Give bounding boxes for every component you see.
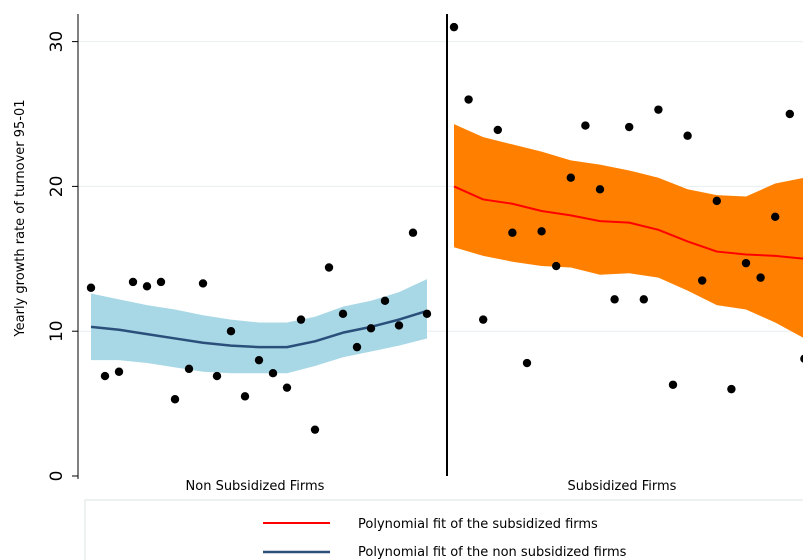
- group-label-subsidized: Subsidized Firms: [568, 479, 677, 494]
- confidence-band-non-subsidized: [91, 279, 427, 374]
- data-points: [86, 22, 803, 434]
- data-point-subsidized: [610, 295, 619, 304]
- data-point-subsidized: [581, 121, 590, 130]
- data-point-subsidized: [552, 261, 561, 271]
- data-point-subsidized: [625, 122, 634, 132]
- data-point-subsidized: [741, 258, 751, 268]
- legend-label-non-subsidized: Polynomial fit of the non subsidized fir…: [358, 545, 627, 560]
- data-point-non-subsidized: [254, 355, 264, 365]
- data-point-subsidized: [639, 295, 648, 304]
- data-point-subsidized: [449, 22, 459, 32]
- data-point-subsidized: [727, 384, 736, 394]
- y-tick-label: 30: [47, 31, 67, 53]
- data-point-subsidized: [800, 354, 803, 363]
- group-label-non-subsidized: Non Subsidized Firms: [186, 479, 325, 494]
- data-point-subsidized: [698, 276, 707, 285]
- data-point-subsidized: [771, 212, 780, 222]
- data-point-subsidized: [683, 131, 692, 140]
- data-point-subsidized: [595, 185, 605, 194]
- data-point-subsidized: [712, 196, 721, 206]
- data-point-subsidized: [464, 95, 473, 104]
- data-point-non-subsidized: [114, 367, 124, 376]
- data-point-subsidized: [756, 273, 765, 282]
- data-point-non-subsidized: [310, 425, 320, 434]
- data-point-non-subsidized: [198, 279, 208, 288]
- data-point-subsidized: [668, 380, 678, 389]
- y-tick-label: 20: [47, 176, 67, 198]
- data-point-non-subsidized: [142, 282, 152, 291]
- data-point-non-subsidized: [226, 327, 236, 336]
- data-point-non-subsidized: [296, 315, 306, 324]
- data-point-subsidized: [566, 173, 575, 182]
- data-point-non-subsidized: [100, 371, 110, 381]
- data-point-non-subsidized: [212, 371, 222, 381]
- data-point-subsidized: [522, 358, 532, 368]
- data-point-non-subsidized: [128, 277, 138, 287]
- data-point-non-subsidized: [422, 309, 432, 319]
- data-point-subsidized: [508, 228, 517, 237]
- data-point-non-subsidized: [324, 263, 334, 272]
- fit-line-subsidized: [453, 185, 803, 260]
- data-point-subsidized: [479, 315, 488, 324]
- confidence-bands: [91, 124, 803, 374]
- data-point-non-subsidized: [86, 283, 96, 292]
- data-point-non-subsidized: [408, 228, 418, 237]
- data-point-subsidized: [537, 227, 546, 236]
- confidence-band-subsidized: [454, 124, 803, 338]
- data-point-subsidized: [493, 125, 502, 135]
- legend-label-subsidized: Polynomial fit of the subsidized firms: [358, 517, 598, 532]
- data-point-non-subsidized: [156, 277, 166, 287]
- y-tick-label: 10: [47, 320, 67, 342]
- y-axis-title: Yearly growth rate of turnover 95-01: [13, 99, 28, 337]
- data-point-non-subsidized: [268, 368, 278, 378]
- y-tick-label: 0: [47, 471, 67, 482]
- data-point-non-subsidized: [282, 383, 292, 392]
- data-point-subsidized: [654, 105, 663, 114]
- data-point-non-subsidized: [184, 364, 194, 374]
- legend-box: [84, 499, 803, 560]
- data-point-subsidized: [785, 109, 794, 119]
- y-axis: 0 10 20 30: [47, 14, 79, 482]
- data-point-non-subsidized: [366, 324, 376, 333]
- data-point-non-subsidized: [352, 342, 362, 352]
- data-point-non-subsidized: [170, 395, 180, 404]
- legend: Polynomial fit of the subsidized firms P…: [84, 499, 803, 560]
- data-point-non-subsidized: [240, 392, 250, 401]
- data-point-non-subsidized: [338, 309, 348, 319]
- data-point-non-subsidized: [394, 321, 404, 330]
- data-point-non-subsidized: [380, 296, 390, 305]
